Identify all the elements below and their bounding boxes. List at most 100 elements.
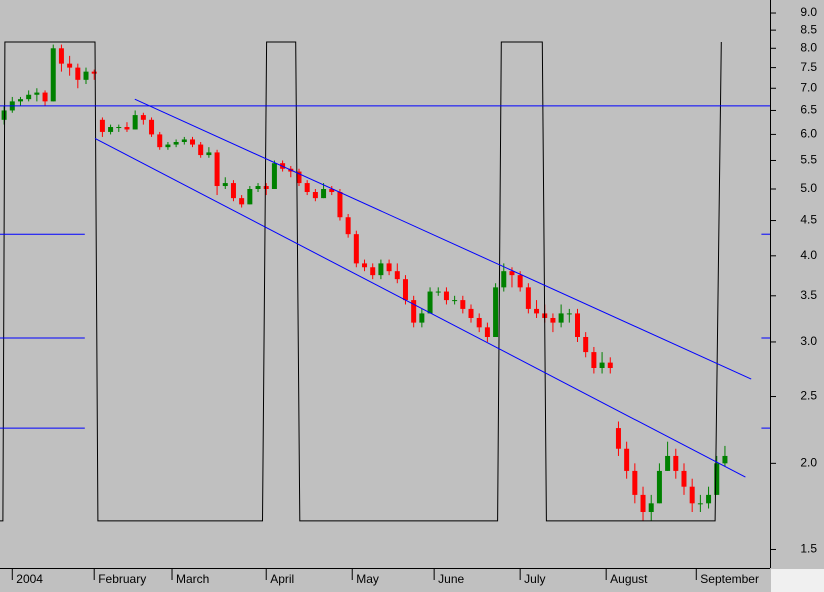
x-tick-label: June — [438, 572, 464, 586]
candle-body — [42, 92, 48, 102]
candle-body — [296, 171, 302, 184]
overlay-line — [134, 98, 752, 380]
candle-body — [149, 119, 155, 135]
candle-body — [329, 189, 335, 193]
candle-body — [108, 127, 114, 132]
candle-body — [435, 291, 441, 293]
candle-body — [460, 300, 466, 309]
candle-body — [509, 271, 515, 276]
candle-body — [394, 271, 400, 280]
candle-body — [714, 463, 720, 495]
y-tick-label: 5.0 — [800, 181, 817, 195]
candle-body — [681, 470, 687, 487]
candle-body — [247, 189, 253, 205]
y-tick-label: 5.5 — [800, 153, 817, 167]
candle-body — [214, 152, 220, 187]
candle-body — [157, 134, 163, 148]
candle-body — [99, 119, 105, 132]
candle-body — [411, 300, 417, 323]
y-tick-label: 2.5 — [800, 389, 817, 403]
plot-area — [0, 41, 770, 522]
candle-body — [321, 189, 327, 199]
candle-body — [640, 494, 646, 513]
candle-body — [550, 317, 556, 323]
candle-body — [198, 144, 204, 156]
y-tick-label: 7.5 — [800, 60, 817, 74]
y-tick-label: 8.5 — [800, 22, 817, 36]
y-tick-label: 6.0 — [800, 127, 817, 141]
candle-body — [312, 192, 318, 199]
candle-body — [517, 275, 523, 288]
candle-body — [558, 313, 564, 323]
candle-body — [337, 192, 343, 218]
candle-body — [722, 455, 728, 464]
x-tick-label: April — [270, 572, 294, 586]
candle-body — [673, 455, 679, 471]
candle-body — [648, 503, 654, 513]
candle-body — [599, 362, 605, 368]
y-tick-label: 4.5 — [800, 213, 817, 227]
candle-body — [58, 48, 64, 64]
candle-body — [26, 94, 32, 100]
candle-body — [378, 263, 384, 276]
y-tick-label: 9.0 — [800, 5, 817, 19]
candle-body — [501, 271, 507, 288]
x-tick-label: August — [610, 572, 648, 586]
candle-body — [230, 183, 236, 199]
candle-body — [75, 67, 81, 80]
candle-body — [452, 300, 458, 302]
candle-body — [419, 313, 425, 323]
candle-body — [402, 279, 408, 301]
x-tick-label: 2004 — [16, 572, 43, 586]
candle-body — [17, 99, 23, 102]
candle-body — [67, 63, 73, 68]
y-tick-label: 7.0 — [800, 80, 817, 94]
candle-body — [304, 183, 310, 193]
candle-body — [190, 139, 195, 145]
candle-body — [484, 327, 490, 337]
y-tick-label: 3.0 — [800, 334, 817, 348]
candle-body — [656, 470, 662, 504]
candle-body — [34, 92, 40, 95]
candle-body — [706, 494, 712, 504]
candle-body — [271, 163, 277, 190]
candle-body — [525, 287, 531, 309]
y-tick-label: 1.5 — [800, 542, 817, 556]
candle-body — [132, 115, 138, 130]
candle-body — [697, 503, 703, 505]
candle-body — [370, 267, 376, 276]
candle-body — [493, 287, 499, 337]
candle-body — [624, 448, 630, 471]
y-tick-label: 2.0 — [800, 456, 817, 470]
candle-body — [362, 263, 368, 268]
candle-body — [263, 186, 269, 190]
y-tick-label: 8.0 — [800, 40, 817, 54]
candle-body — [427, 291, 433, 314]
candle-body — [91, 71, 97, 74]
candle-body — [583, 336, 589, 353]
candle-body — [116, 127, 122, 129]
overlay-line — [94, 137, 746, 478]
x-tick-label: September — [700, 572, 759, 586]
candle-body — [255, 186, 261, 190]
candle-body — [345, 217, 351, 235]
candle-body — [124, 127, 130, 130]
candle-body — [566, 313, 572, 315]
y-tick-label: 6.5 — [800, 103, 817, 117]
candle-body — [353, 234, 359, 264]
candle-body — [386, 263, 392, 272]
candle-body — [222, 183, 228, 187]
candle-body — [591, 352, 597, 368]
x-tick-label: February — [98, 572, 146, 586]
candle-body — [607, 362, 613, 368]
x-tick-label: July — [524, 572, 545, 586]
candle-body — [206, 152, 212, 156]
candle-body — [476, 317, 482, 328]
candle-body — [443, 291, 449, 301]
candle-body — [575, 313, 580, 337]
candle-body — [689, 486, 695, 504]
x-tick-label: May — [356, 572, 379, 586]
y-tick-label: 3.5 — [800, 288, 817, 302]
